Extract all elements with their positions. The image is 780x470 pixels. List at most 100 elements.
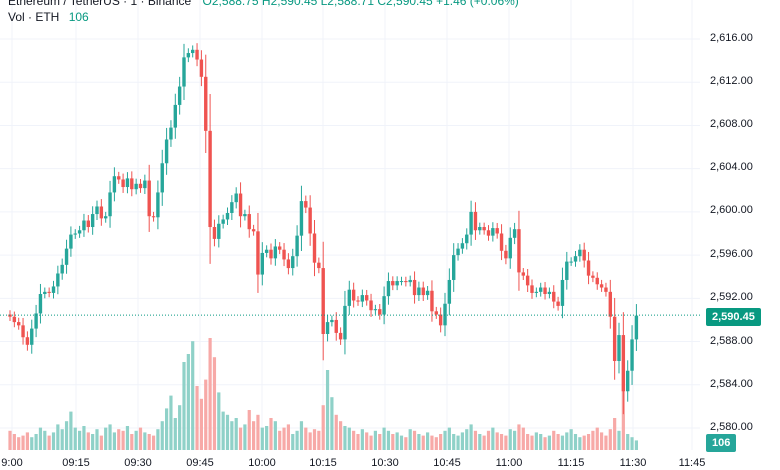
candle-body — [460, 243, 465, 249]
volume-bar — [499, 434, 504, 450]
candle-body — [147, 180, 151, 217]
candle-body — [295, 235, 299, 257]
volume-bar — [186, 354, 190, 450]
volume-bar — [291, 434, 295, 450]
candle-body — [17, 322, 21, 326]
volume-bar — [256, 414, 260, 450]
volume-bar — [321, 405, 325, 450]
volume-bar — [465, 429, 469, 450]
volume-bar — [426, 432, 430, 450]
volume-bar — [286, 424, 290, 450]
volume-bar — [47, 435, 51, 450]
volume-bar — [73, 427, 77, 450]
symbol-title[interactable]: Ethereum / TetherUS · 1 · Binance — [8, 0, 192, 8]
time-tick: 9:00 — [1, 457, 23, 469]
volume-bar — [299, 421, 304, 450]
volume-bar — [38, 427, 43, 450]
volume-bar — [543, 437, 547, 450]
candle-body — [90, 214, 95, 228]
volume-bar — [473, 430, 478, 450]
candle-body — [273, 246, 278, 259]
candle-body — [321, 268, 325, 334]
candle-body — [334, 319, 338, 333]
volume-legend-value: 106 — [68, 10, 89, 24]
volume-bar — [534, 432, 538, 450]
candle-body — [291, 256, 295, 269]
volume-bar — [469, 424, 473, 450]
volume-bar — [373, 430, 377, 450]
price-scale[interactable]: 2,616.00 2,612.00 2,608.00 2,604.00 2,60… — [700, 0, 780, 450]
volume-bar — [173, 418, 177, 450]
candle-body — [599, 284, 604, 288]
candle-body — [369, 300, 373, 311]
candle-body — [60, 264, 64, 274]
volume-bar — [238, 427, 243, 450]
volume-bar — [217, 392, 221, 450]
price-tick: 2,584.00 — [710, 378, 753, 390]
candle-body — [404, 281, 408, 283]
volume-bar — [151, 435, 156, 450]
volume-bar — [195, 386, 199, 450]
candle-body — [317, 262, 321, 269]
volume-bar — [334, 414, 338, 450]
volume-bar — [147, 434, 151, 450]
time-tick: 10:00 — [248, 457, 276, 469]
candle-body — [95, 206, 99, 215]
volume-bar — [391, 434, 395, 450]
time-tick: 09:15 — [62, 457, 90, 469]
candle-body — [243, 214, 247, 217]
time-axis[interactable]: 9:00 09:15 09:30 09:45 10:00 10:15 10:30… — [0, 450, 705, 470]
candle-body — [191, 49, 195, 54]
volume-bar — [269, 418, 273, 450]
price-tick: 2,596.00 — [710, 248, 753, 260]
volume-bar — [578, 437, 582, 450]
volume-bar — [252, 421, 256, 450]
volume-bar — [360, 429, 364, 450]
candle-body — [64, 248, 69, 265]
candle-body — [539, 287, 543, 292]
candle-body — [469, 211, 473, 235]
volume-bar — [617, 430, 621, 450]
candle-body — [512, 229, 517, 238]
candle-body — [347, 289, 351, 306]
chart-pane[interactable] — [0, 0, 700, 450]
volume-bar — [412, 430, 417, 450]
volume-bar — [17, 437, 21, 450]
volume-legend-label[interactable]: Vol · ETH — [8, 10, 60, 24]
candle-body — [125, 178, 130, 188]
volume-bar — [582, 435, 586, 450]
price-tick: 2,608.00 — [710, 118, 753, 130]
candle-body — [560, 279, 565, 306]
volume-bar — [430, 435, 434, 450]
candle-body — [373, 309, 378, 311]
price-tick: 2,592.00 — [710, 291, 753, 303]
volume-bar — [82, 426, 86, 450]
volume-bar — [64, 421, 69, 450]
candle-body — [151, 216, 156, 218]
time-tick: 09:45 — [186, 457, 214, 469]
volume-bar — [160, 421, 164, 450]
candle-body — [304, 201, 308, 208]
volume-bar — [199, 398, 203, 450]
time-tick: 11:45 — [678, 457, 706, 469]
volume-bar — [404, 437, 408, 450]
candle-body — [604, 287, 608, 292]
candle-body — [543, 287, 547, 295]
volume-bar — [508, 429, 512, 450]
volume-bar — [30, 437, 34, 450]
volume-bar — [221, 411, 225, 450]
volume-bar — [43, 430, 47, 450]
candle-body — [30, 328, 34, 345]
candle-body — [104, 216, 108, 219]
volume-bar — [169, 395, 173, 450]
volume-bar — [260, 427, 264, 450]
candle-body — [552, 291, 556, 302]
candle-body — [99, 206, 104, 219]
volume-bar — [312, 429, 317, 450]
volume-bar — [308, 432, 312, 450]
candle-body — [452, 255, 456, 280]
candlestick-chart[interactable] — [0, 0, 700, 450]
volume-bar — [447, 427, 451, 450]
candle-body — [351, 289, 356, 301]
volume-bar — [325, 370, 330, 450]
